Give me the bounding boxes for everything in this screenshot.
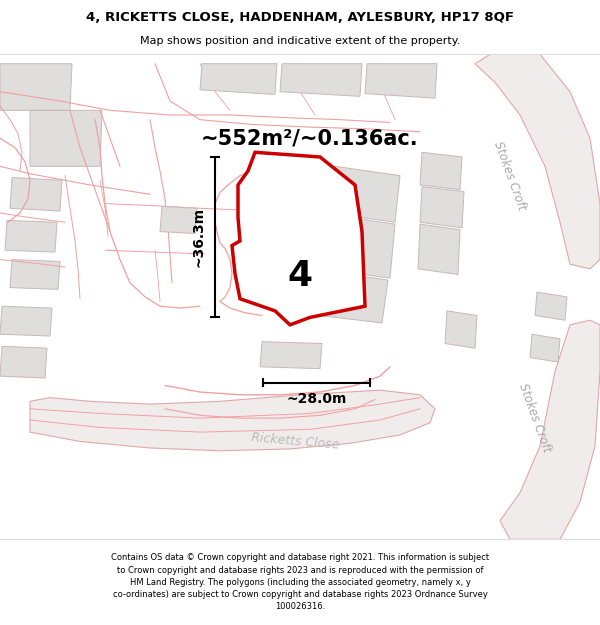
Text: ~552m²/~0.136ac.: ~552m²/~0.136ac. <box>201 128 419 148</box>
Polygon shape <box>280 64 362 96</box>
Polygon shape <box>320 271 388 323</box>
Polygon shape <box>0 346 47 378</box>
Text: 4: 4 <box>287 259 313 293</box>
Polygon shape <box>10 177 62 211</box>
Text: 4, RICKETTS CLOSE, HADDENHAM, AYLESBURY, HP17 8QF: 4, RICKETTS CLOSE, HADDENHAM, AYLESBURY,… <box>86 11 514 24</box>
Polygon shape <box>530 334 560 362</box>
Polygon shape <box>30 390 435 451</box>
Polygon shape <box>330 166 400 222</box>
Text: Map shows position and indicative extent of the property.: Map shows position and indicative extent… <box>140 36 460 46</box>
Polygon shape <box>420 187 464 228</box>
Polygon shape <box>535 292 567 320</box>
Polygon shape <box>420 152 462 189</box>
Text: Contains OS data © Crown copyright and database right 2021. This information is : Contains OS data © Crown copyright and d… <box>111 553 489 611</box>
Polygon shape <box>325 215 395 278</box>
Polygon shape <box>365 64 437 98</box>
Polygon shape <box>445 311 477 348</box>
Text: ~28.0m: ~28.0m <box>286 392 347 406</box>
Polygon shape <box>30 111 102 166</box>
Polygon shape <box>0 64 72 111</box>
Text: Ricketts Close: Ricketts Close <box>250 431 340 452</box>
Polygon shape <box>5 221 57 252</box>
Polygon shape <box>418 224 460 274</box>
Polygon shape <box>10 259 60 289</box>
Text: Stokes Croft: Stokes Croft <box>517 382 553 454</box>
Polygon shape <box>475 54 600 269</box>
Text: ~36.3m: ~36.3m <box>192 207 206 268</box>
Polygon shape <box>0 306 52 336</box>
Text: Stokes Croft: Stokes Croft <box>491 139 529 212</box>
Polygon shape <box>160 206 197 234</box>
Polygon shape <box>260 255 348 308</box>
Polygon shape <box>232 152 365 325</box>
Polygon shape <box>500 320 600 539</box>
Polygon shape <box>260 342 322 369</box>
Polygon shape <box>200 64 277 94</box>
